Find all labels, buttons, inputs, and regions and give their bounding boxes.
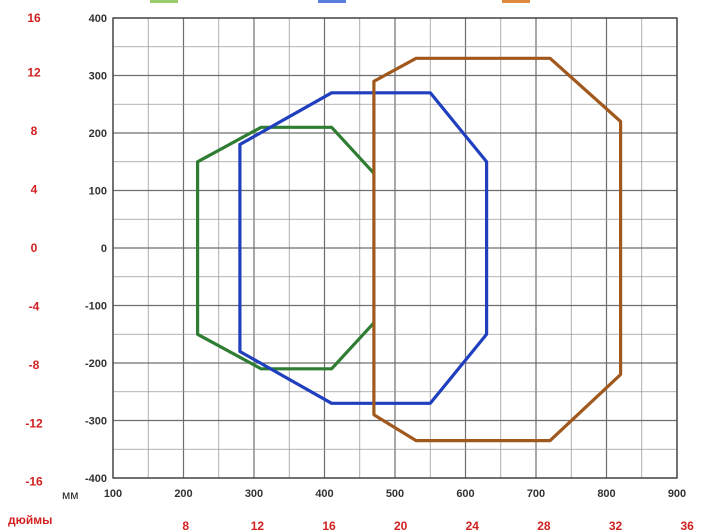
y-inch-tick-label: 8: [31, 124, 38, 138]
y-tick-label: 0: [101, 243, 107, 255]
legend: [150, 0, 530, 3]
mm-unit-label: мм: [62, 488, 79, 502]
y-tick-label: 400: [89, 13, 107, 25]
x-inch-tick-label: 24: [466, 519, 480, 532]
y-inch-tick-label: -4: [29, 299, 40, 313]
plot-frame: [112, 17, 678, 479]
x-tick-label: 700: [527, 488, 545, 500]
x-inch-tick-label: 28: [537, 519, 551, 532]
y-inch-tick-label: 12: [27, 66, 41, 80]
y-inch-tick-label: 4: [31, 183, 38, 197]
x-inch-tick-label: 16: [322, 519, 336, 532]
legend-swatch: [318, 0, 346, 3]
x-inch-tick-label: 32: [609, 519, 623, 532]
y-tick-label: -200: [85, 358, 107, 370]
series-line-1: [196, 125, 376, 371]
series-line-3: [372, 56, 623, 443]
legend-swatch: [502, 0, 530, 3]
x-inch-tick-label: 20: [394, 519, 408, 532]
y-inch-tick-label: -12: [25, 416, 43, 430]
y-tick-label: -300: [85, 416, 107, 428]
x-tick-label: 900: [668, 488, 686, 500]
legend-swatch: [150, 0, 178, 3]
x-inch-tick-label: 8: [182, 519, 189, 532]
y-tick-label: 100: [89, 186, 107, 198]
y-tick-label: -100: [85, 301, 107, 313]
axes: 100 200 300 400 500 600 700 800 9004003002001000…: [25, 11, 694, 532]
x-inch-tick-label: 12: [251, 519, 265, 532]
x-tick-label: 100: [104, 488, 122, 500]
inch-unit-label: дюймы: [8, 513, 52, 527]
x-tick-label: 800: [597, 488, 615, 500]
y-tick-label: 200: [89, 128, 107, 140]
x-tick-label: 500: [386, 488, 404, 500]
x-tick-label: 400: [315, 488, 333, 500]
y-inch-tick-label: -16: [25, 475, 43, 489]
series-line-2: [238, 91, 489, 405]
y-inch-tick-label: 16: [27, 11, 41, 25]
y-tick-label: 300: [89, 71, 107, 83]
y-inch-tick-label: 0: [31, 241, 38, 255]
series-lines: [196, 56, 623, 443]
x-inch-tick-label: 36: [680, 519, 694, 532]
y-tick-label: -400: [85, 473, 107, 485]
y-inch-tick-label: -8: [29, 358, 40, 372]
x-tick-label: 300: [245, 488, 263, 500]
grid: [112, 17, 678, 479]
x-tick-label: 200: [174, 488, 192, 500]
x-tick-label: 600: [456, 488, 474, 500]
